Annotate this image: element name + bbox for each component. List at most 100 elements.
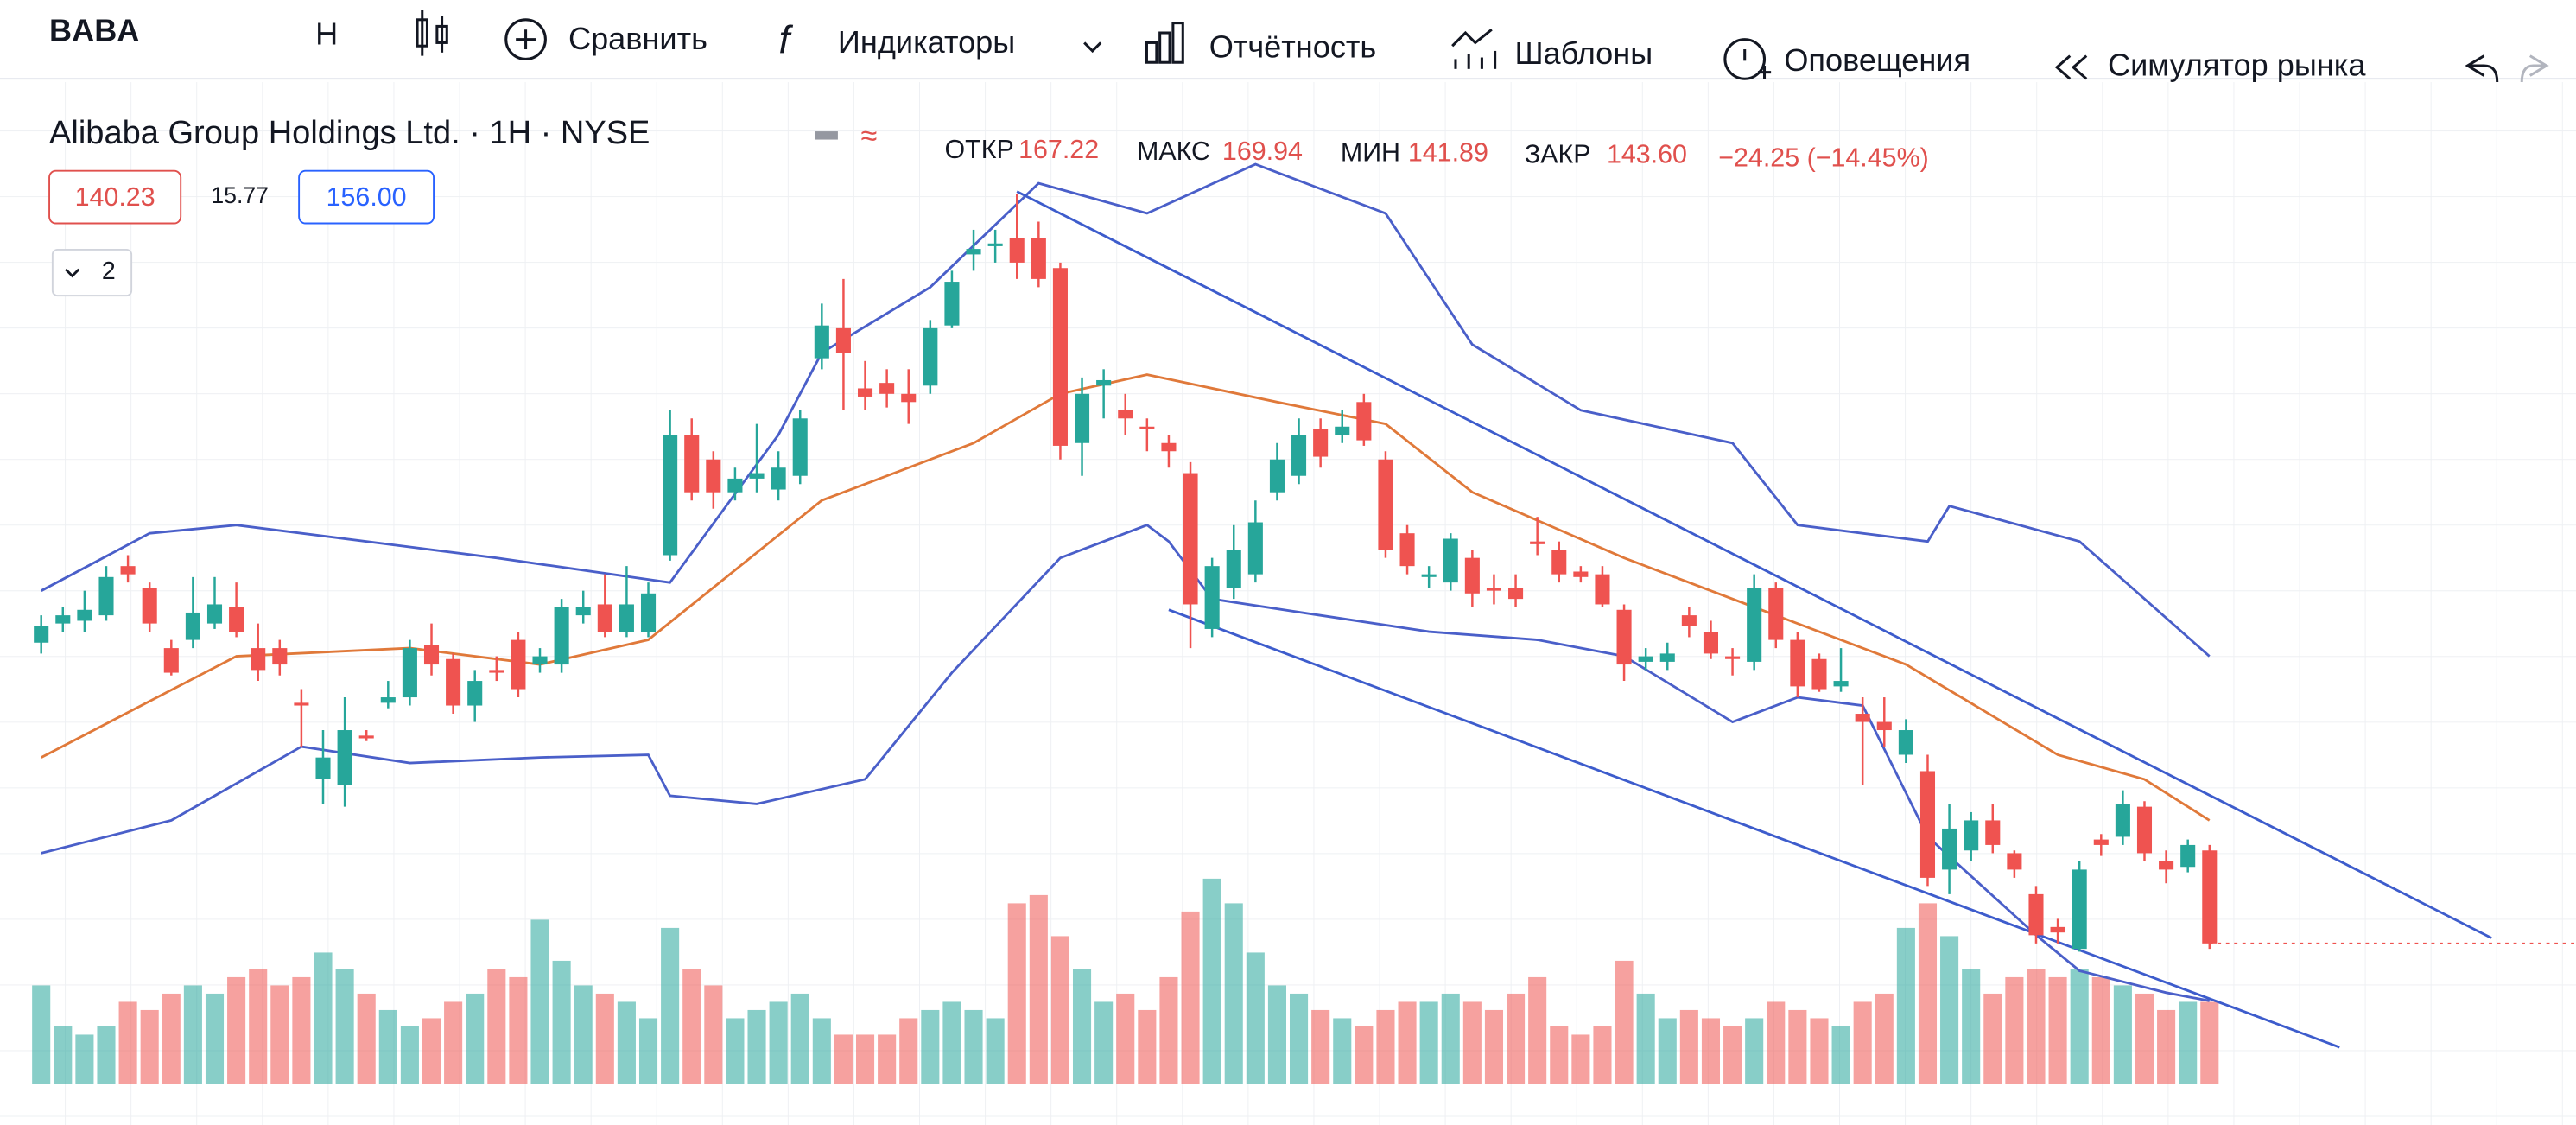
- chart-type-icon[interactable]: [416, 10, 448, 56]
- candle-body: [2202, 850, 2218, 944]
- volume-bar: [638, 1018, 658, 1084]
- candle-body: [1530, 541, 1545, 544]
- buy-button[interactable]: [298, 169, 435, 225]
- candle-body: [1573, 571, 1589, 577]
- low-value: 141.89: [1408, 138, 1488, 168]
- candle-body: [1659, 653, 1675, 662]
- open-label: ОТКР: [945, 135, 1014, 164]
- redo[interactable]: [2520, 54, 2549, 83]
- volume-bar: [1571, 1034, 1590, 1084]
- candle-body: [489, 670, 504, 673]
- indicators-count[interactable]: 2: [102, 257, 116, 285]
- volume-bar: [422, 1018, 441, 1084]
- candle-body: [206, 604, 223, 624]
- buy-price[interactable]: 156.00: [327, 182, 407, 212]
- volume-bar: [1745, 1018, 1764, 1084]
- volume-bar: [1940, 936, 1959, 1084]
- candle-body: [1942, 828, 1957, 870]
- volume-bar: [855, 1034, 875, 1084]
- templates-icon[interactable]: [1451, 29, 1497, 69]
- volume-bar: [1224, 903, 1243, 1084]
- candle-body: [1247, 522, 1263, 575]
- volume-bar: [1007, 903, 1026, 1084]
- reports-icon[interactable]: [1145, 22, 1184, 64]
- change-value: −24.25 (−14.45%): [1718, 143, 1929, 172]
- close-value: 143.60: [1607, 140, 1687, 169]
- volume-bar: [682, 969, 701, 1084]
- volume-bar: [292, 976, 311, 1084]
- volume-bar: [487, 969, 506, 1084]
- compare[interactable]: Сравнить: [568, 21, 707, 56]
- volume-bar: [75, 1034, 94, 1084]
- volume-bar: [964, 1009, 983, 1084]
- candle-body: [532, 656, 548, 665]
- candle-body: [446, 658, 461, 706]
- candle-body: [771, 467, 786, 490]
- candle-body: [120, 566, 136, 575]
- volume-bar: [878, 1034, 897, 1084]
- volume-bar: [704, 985, 723, 1084]
- volume-bar: [769, 1001, 788, 1084]
- undo[interactable]: [2465, 54, 2499, 83]
- eye-icon[interactable]: [815, 131, 838, 140]
- volume-bar: [118, 1001, 137, 1084]
- volume-bar: [530, 919, 549, 1084]
- replay-icon[interactable]: [2054, 54, 2088, 80]
- volume-bar: [942, 1001, 961, 1084]
- volume-bar: [2157, 1009, 2176, 1084]
- volume-bar: [1701, 1018, 1721, 1084]
- interval[interactable]: H: [315, 16, 338, 51]
- candle-body: [34, 626, 49, 643]
- volume-bar: [1419, 1001, 1438, 1084]
- candle-body: [1681, 615, 1697, 626]
- candle-body: [1898, 730, 1913, 755]
- volume-bar: [1138, 1009, 1157, 1084]
- alerts[interactable]: Оповещения: [1784, 42, 1970, 78]
- volume-bar: [2200, 1001, 2219, 1084]
- volume-bar: [1507, 993, 1526, 1084]
- volume-bar: [270, 985, 289, 1084]
- volume-bar: [183, 985, 202, 1084]
- sell-button[interactable]: [48, 169, 182, 225]
- volume-bar: [1202, 878, 1221, 1084]
- dropdown[interactable]: [1083, 41, 1102, 54]
- symbol[interactable]: BABA: [49, 13, 139, 48]
- candle-body: [423, 645, 440, 665]
- trend-line: [1168, 608, 2340, 1049]
- candle-body: [575, 607, 591, 616]
- volume-bar: [2179, 1001, 2198, 1084]
- volume-bar: [726, 1018, 745, 1084]
- volume-bar: [1896, 927, 1915, 1084]
- chevron[interactable]: [65, 268, 80, 278]
- candle-body: [1595, 574, 1610, 605]
- volume-bar: [834, 1034, 853, 1084]
- indicators-toggle[interactable]: [51, 248, 133, 297]
- volume-bar: [1029, 894, 1048, 1084]
- candle-body: [142, 588, 157, 624]
- compare-icon[interactable]: [504, 18, 547, 60]
- volume-bar: [1333, 1018, 1352, 1084]
- ohlc-icon[interactable]: ≈: [861, 120, 878, 153]
- candle-body: [663, 435, 678, 556]
- templates[interactable]: Шаблоны: [1514, 35, 1653, 71]
- close-label: ЗАКР: [1525, 140, 1591, 169]
- indicators[interactable]: Индикаторы: [838, 24, 1015, 60]
- candle-body: [706, 459, 721, 493]
- volume-bar: [617, 1001, 636, 1084]
- sell-price[interactable]: 140.23: [75, 182, 155, 212]
- volume-bar: [1875, 993, 1894, 1084]
- volume-bar: [661, 927, 680, 1084]
- candle-body: [2180, 844, 2196, 868]
- candle-body: [402, 648, 417, 698]
- volume-bar: [32, 985, 51, 1084]
- reports[interactable]: Отчётность: [1209, 29, 1377, 65]
- replay[interactable]: Симулятор рынка: [2108, 47, 2366, 82]
- candle-body: [1139, 426, 1155, 429]
- alerts-icon[interactable]: [1723, 38, 1772, 80]
- volume-bar: [574, 985, 593, 1084]
- volume-bar: [1962, 969, 1981, 1084]
- volume-bar: [1810, 1018, 1829, 1084]
- volume-bar: [921, 1009, 940, 1084]
- grid-pattern: [0, 82, 2576, 1125]
